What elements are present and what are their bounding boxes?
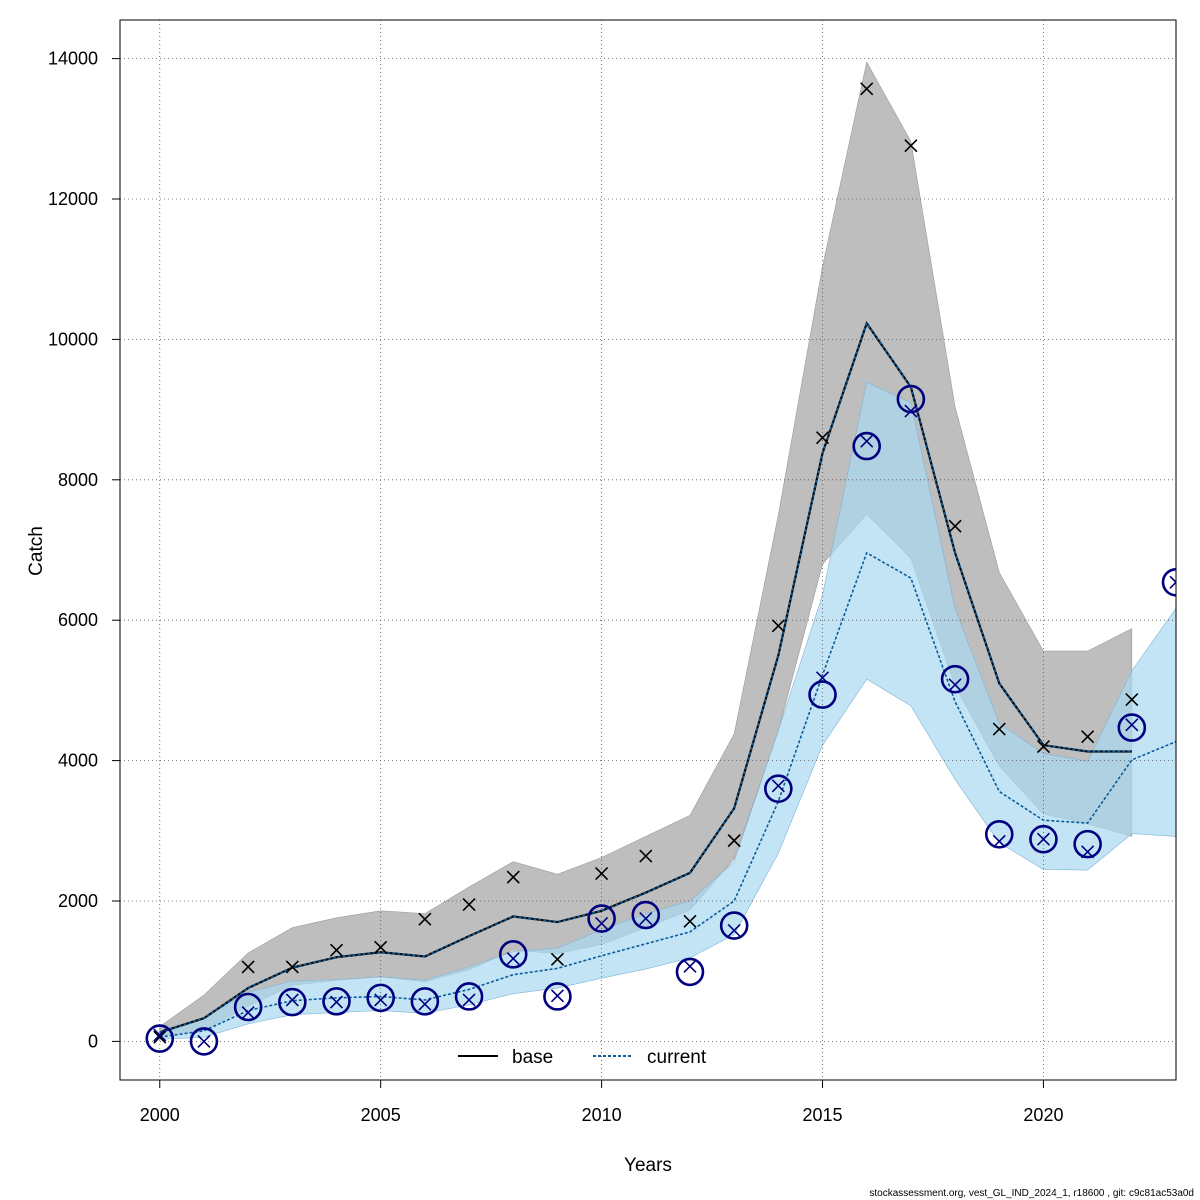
obs-current-2020 — [1036, 832, 1051, 846]
obs-base-2018 — [948, 519, 962, 533]
circle-current-2007 — [454, 982, 484, 1011]
obs-base-2003 — [285, 960, 299, 974]
x-tick-label-2000: 2000 — [140, 1105, 180, 1125]
circle-current-2001 — [189, 1027, 219, 1056]
line-base-overlay — [159, 321, 1132, 1034]
obs-base-2002 — [241, 960, 255, 974]
footer-credit: stockassessment.org, vest_GL_IND_2024_1,… — [869, 1188, 1194, 1199]
band-current — [159, 381, 1176, 1040]
x-tick-label-2010: 2010 — [582, 1105, 622, 1125]
obs-current-2007 — [462, 993, 476, 1007]
obs-base-2004 — [329, 943, 344, 957]
obs-base-2016 — [860, 82, 874, 96]
obs-current-2023 — [1169, 575, 1176, 589]
obs-current-2015 — [815, 671, 830, 685]
obs-base-2020 — [1036, 739, 1051, 754]
plot-frame — [119, 19, 1177, 1081]
circle-current-2012 — [675, 957, 705, 987]
circle-current-2016 — [852, 431, 882, 461]
circle-current-2002 — [233, 992, 263, 1022]
circle-current-2020 — [1029, 824, 1058, 854]
obs-current-2002 — [241, 1006, 255, 1020]
y-tick-label-8000: 8000 — [58, 470, 98, 490]
legend-label-current: current — [647, 1047, 707, 1068]
obs-base-2017 — [904, 139, 918, 153]
circle-current-2014 — [764, 774, 793, 803]
y-tick-label-0: 0 — [88, 1031, 98, 1051]
obs-base-2021 — [1081, 730, 1095, 744]
obs-current-2013 — [727, 923, 741, 938]
observation-markers — [145, 82, 1176, 1056]
obs-base-2022 — [1125, 692, 1139, 707]
y-tick-label-10000: 10000 — [48, 329, 98, 349]
obs-base-2011 — [639, 849, 653, 863]
circle-current-2008 — [498, 940, 528, 969]
obs-current-2014 — [771, 779, 785, 793]
obs-current-2005 — [374, 993, 388, 1007]
y-tick-label-4000: 4000 — [58, 751, 98, 771]
x-axis-title: Years — [624, 1155, 672, 1176]
obs-base-2005 — [374, 940, 388, 954]
circle-current-2018 — [940, 664, 970, 694]
obs-current-2022 — [1125, 718, 1139, 732]
obs-current-2006 — [418, 997, 432, 1011]
obs-current-2016 — [860, 434, 874, 448]
y-tick-label-12000: 12000 — [48, 189, 98, 209]
circle-current-2004 — [322, 987, 351, 1016]
obs-current-2021 — [1081, 845, 1095, 859]
legend-label-base: base — [512, 1047, 553, 1068]
circle-current-2006 — [410, 987, 440, 1016]
obs-base-2006 — [418, 912, 432, 926]
y-tick-label-6000: 6000 — [58, 610, 98, 630]
series-lines — [159, 320, 1176, 1038]
circle-current-2000 — [145, 1024, 175, 1053]
y-tick-label-2000: 2000 — [58, 891, 98, 911]
x-tick-label-2005: 2005 — [361, 1105, 401, 1125]
obs-base-2013 — [727, 834, 741, 848]
axes: 2000 2005 2010 2015 2020 0 2000 4000 6000 8000 100… — [48, 49, 1064, 1125]
obs-current-2000 — [153, 1028, 167, 1042]
obs-current-2010 — [595, 916, 609, 931]
x-tick-label-2020: 2020 — [1023, 1105, 1063, 1125]
circle-current-2015 — [808, 680, 837, 709]
circle-current-2005 — [366, 983, 395, 1013]
obs-base-2008 — [506, 870, 520, 884]
obs-base-2007 — [462, 897, 476, 912]
circle-current-2003 — [278, 987, 307, 1017]
circle-current-2022 — [1117, 713, 1147, 742]
obs-current-2009 — [550, 989, 564, 1003]
obs-current-2008 — [506, 951, 520, 966]
obs-current-2004 — [329, 995, 344, 1009]
obs-current-2018 — [948, 678, 962, 692]
obs-current-2011 — [639, 911, 653, 926]
legend: base current — [458, 1047, 707, 1068]
y-axis-title: Catch — [26, 526, 47, 576]
obs-base-2012 — [683, 914, 697, 928]
obs-base-2009 — [550, 952, 564, 966]
obs-base-2014 — [771, 619, 785, 633]
circle-current-2023 — [1161, 567, 1176, 597]
line-current — [159, 551, 1176, 1038]
obs-current-2012 — [683, 959, 697, 973]
circle-current-2010 — [587, 904, 616, 933]
obs-current-2003 — [285, 993, 299, 1007]
obs-base-2015 — [815, 431, 830, 445]
circle-current-2011 — [631, 900, 661, 930]
obs-current-2017 — [904, 404, 918, 418]
circle-current-2019 — [984, 820, 1014, 849]
obs-base-2010 — [595, 867, 609, 881]
y-tick-label-14000: 14000 — [48, 49, 98, 69]
obs-current-2001 — [197, 1034, 211, 1048]
obs-base-2019 — [992, 722, 1006, 736]
obs-current-2019 — [992, 834, 1006, 848]
confidence-bands — [159, 61, 1176, 1040]
circle-current-2013 — [719, 911, 749, 940]
circle-current-2009 — [543, 982, 572, 1011]
x-tick-label-2015: 2015 — [803, 1105, 843, 1125]
obs-base-2000 — [153, 1030, 167, 1044]
circle-current-2021 — [1073, 829, 1102, 859]
grid-lines — [120, 20, 1176, 1080]
